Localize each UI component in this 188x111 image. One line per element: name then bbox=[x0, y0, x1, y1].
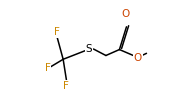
Text: O: O bbox=[122, 9, 130, 19]
Text: F: F bbox=[45, 63, 50, 73]
Text: S: S bbox=[86, 44, 92, 54]
Text: O: O bbox=[134, 53, 142, 63]
Text: F: F bbox=[63, 81, 69, 91]
Text: F: F bbox=[54, 27, 60, 37]
